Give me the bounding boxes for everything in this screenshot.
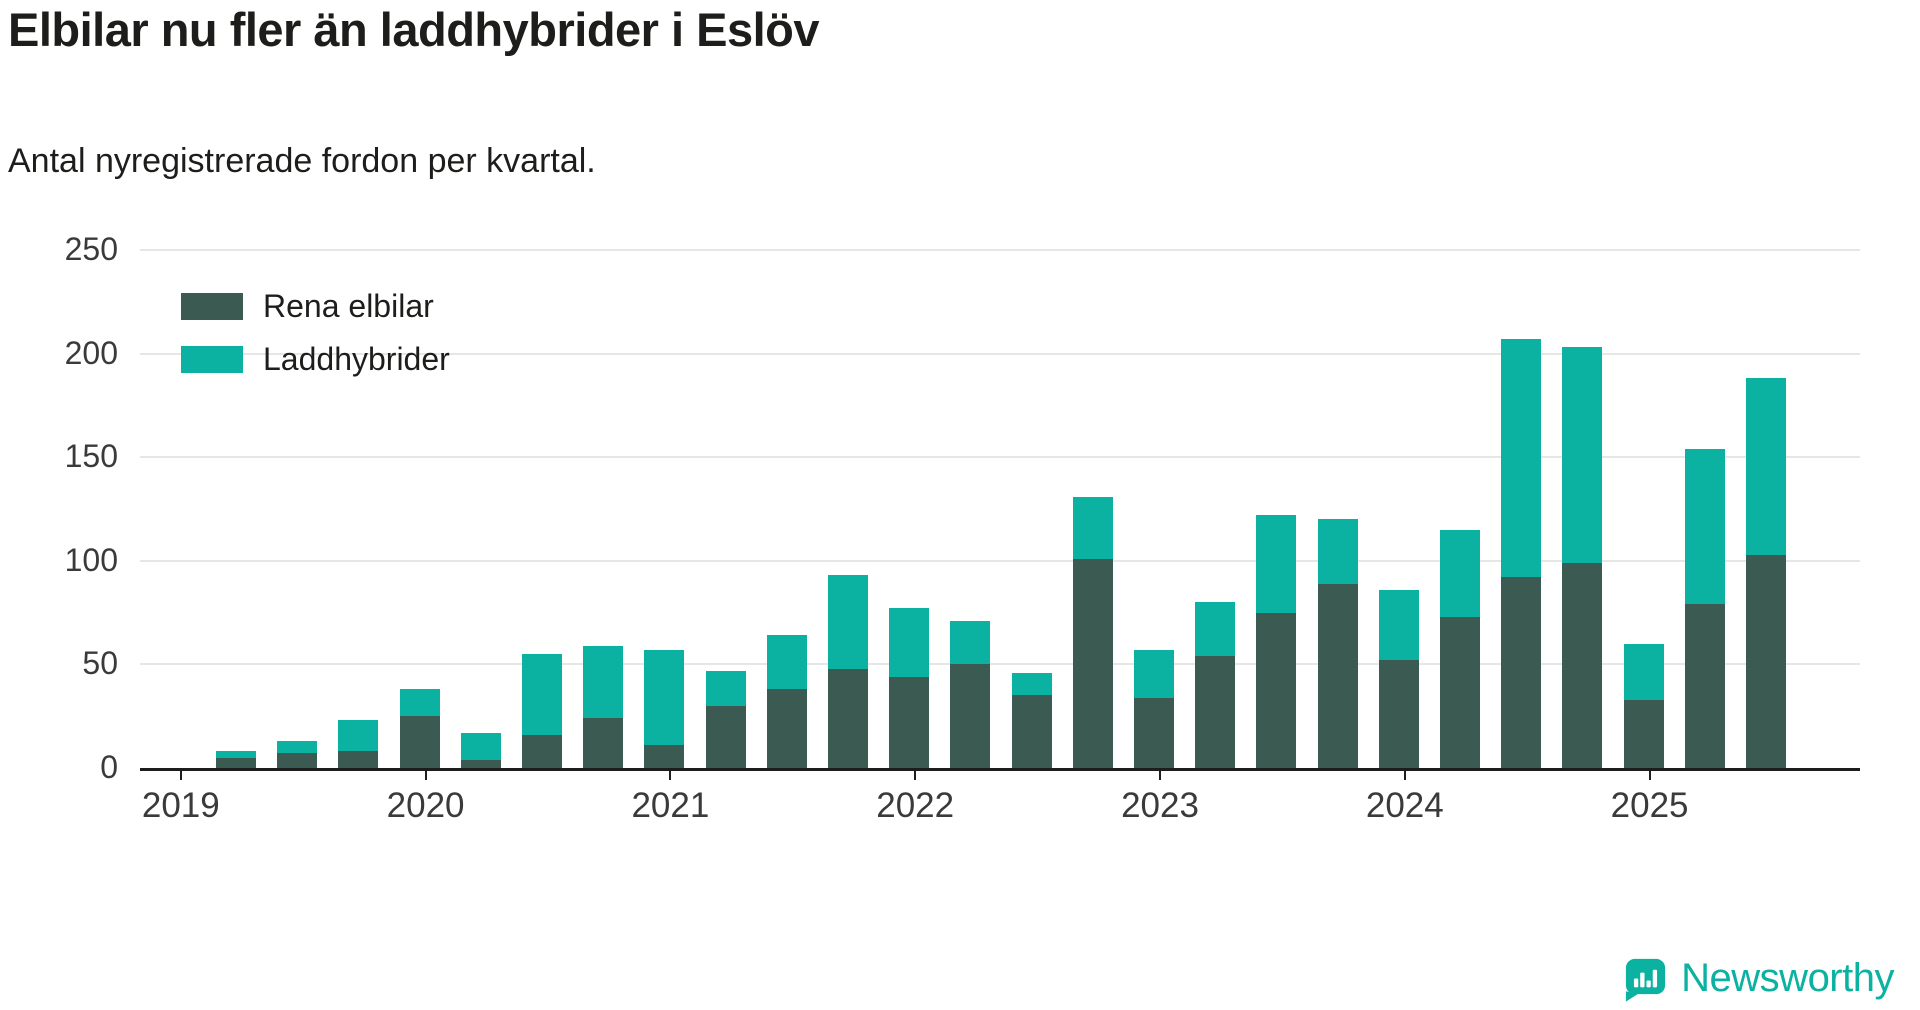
bar-segment-laddhybrider [1501,339,1542,578]
bar-segment-laddhybrider [1746,378,1786,555]
gridline [140,352,1860,355]
bar-segment-laddhybrider [583,645,624,719]
bar-segment-rena-elbilar [950,664,991,768]
bar-segment-laddhybrider [1011,672,1052,696]
gridline [140,456,1860,459]
bar-segment-laddhybrider [1195,602,1236,657]
x-axis-tick-label: 2023 [1121,786,1199,825]
bar-segment-laddhybrider [1256,515,1297,613]
x-axis-tick [1159,771,1161,780]
bar-segment-laddhybrider [338,720,379,752]
x-axis-tick [914,771,917,780]
bar-segment-laddhybrider [277,741,318,754]
x-axis-tick [1403,771,1406,780]
bar-segment-rena-elbilar [1440,616,1480,768]
bar-segment-rena-elbilar [766,689,807,768]
bar-segment-rena-elbilar [1562,562,1603,768]
bar-segment-rena-elbilar [644,745,685,768]
bar-segment-laddhybrider [1440,529,1480,617]
bar-segment-rena-elbilar [338,751,379,768]
bar-segment-laddhybrider [1134,649,1174,698]
legend-item-rena-elbilar: Rena elbilar [181,288,450,325]
legend-item-laddhybrider: Laddhybrider [181,341,450,378]
bar-segment-laddhybrider [766,635,807,690]
bar-segment-rena-elbilar [828,668,868,768]
bar-segment-rena-elbilar [216,757,256,768]
gridline [140,249,1860,251]
newsworthy-logo-text: Newsworthy [1681,956,1894,1000]
gridline [140,663,1860,666]
bar-segment-rena-elbilar [1134,697,1174,768]
bar-segment-rena-elbilar [1501,577,1542,768]
bar-segment-laddhybrider [1684,448,1725,605]
legend-label-rena-elbilar: Rena elbilar [263,288,434,324]
bar-segment-rena-elbilar [705,705,746,768]
x-axis-tick [179,771,182,780]
bar-segment-rena-elbilar [889,676,930,768]
bar-segment-laddhybrider [705,670,746,706]
bar-segment-rena-elbilar [399,716,440,768]
bar-segment-laddhybrider [1562,347,1603,563]
bar-segment-laddhybrider [1378,589,1419,661]
legend-swatch-rena-elbilar [181,293,243,320]
bar-segment-laddhybrider [828,575,868,669]
newsworthy-logo: Newsworthy [1622,955,1894,1002]
legend-swatch-laddhybrider [181,346,243,373]
bar-segment-rena-elbilar [1195,656,1236,768]
bar-segment-rena-elbilar [1684,604,1725,768]
y-axis-tick-label: 250 [64,231,118,267]
bar-segment-laddhybrider [1623,643,1664,700]
chart-subtitle: Antal nyregistrerade fordon per kvartal. [8,142,596,180]
x-axis-tick-label: 2025 [1610,786,1689,825]
x-axis-tick [424,771,427,780]
y-axis-tick-label: 150 [64,438,118,475]
bar-segment-rena-elbilar [1011,695,1052,768]
bar-segment-laddhybrider [1317,519,1358,584]
x-axis-tick-label: 2020 [386,786,465,825]
y-axis-tick-label: 100 [64,541,118,578]
bar-segment-laddhybrider [1072,496,1113,559]
legend: Rena elbilar Laddhybrider [181,288,450,394]
bar-segment-rena-elbilar [460,759,501,768]
bar-segment-rena-elbilar [1256,612,1297,768]
gridline [140,559,1860,562]
chart-title: Elbilar nu fler än laddhybrider i Eslöv [8,3,820,56]
bar-segment-laddhybrider [460,732,501,760]
y-axis-tick-label: 0 [100,749,118,785]
bar-segment-rena-elbilar [583,718,624,768]
x-axis-tick-label: 2019 [141,786,220,825]
bar-segment-laddhybrider [216,751,256,758]
bar-segment-laddhybrider [950,620,991,665]
bar-segment-laddhybrider [644,649,685,746]
y-axis-tick-label: 50 [82,645,118,682]
newsworthy-logo-icon [1626,958,1666,1002]
x-axis-tick [669,771,672,780]
bar-segment-rena-elbilar [277,753,318,768]
bar-segment-rena-elbilar [1072,558,1113,768]
x-axis-tick [1648,771,1651,780]
bar-segment-laddhybrider [399,689,440,717]
bar-segment-laddhybrider [889,608,930,677]
bar-segment-rena-elbilar [1378,660,1419,768]
x-axis-tick-label: 2022 [876,786,955,825]
y-axis-tick-label: 200 [64,334,118,371]
legend-label-laddhybrider: Laddhybrider [263,341,450,377]
bar-segment-rena-elbilar [522,734,562,768]
x-axis-tick-label: 2021 [631,786,710,825]
bar-segment-rena-elbilar [1317,583,1358,768]
bar-segment-rena-elbilar [1746,554,1786,768]
bar-segment-laddhybrider [522,654,562,735]
bar-segment-rena-elbilar [1623,699,1664,768]
x-axis-line [140,768,1860,771]
x-axis-tick-label: 2024 [1365,786,1444,825]
